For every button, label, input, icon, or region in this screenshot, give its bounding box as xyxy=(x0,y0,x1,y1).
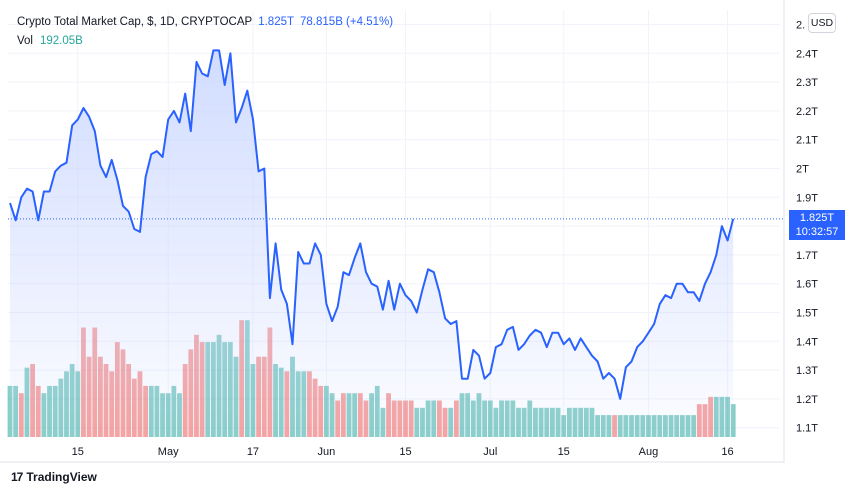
y-tick-label: 2. xyxy=(796,20,805,32)
price-series-line xyxy=(9,49,735,400)
x-tick-label: May xyxy=(158,446,179,458)
tradingview-brand[interactable]: 17 TradingView xyxy=(11,470,97,484)
price-area xyxy=(10,50,734,438)
x-tick-label: Aug xyxy=(639,446,659,458)
volume-label[interactable]: Vol xyxy=(17,35,33,47)
y-tick-label: 2.3T xyxy=(796,77,818,89)
price-tag-value: 1.825T xyxy=(799,212,835,224)
y-tick-label: 1.5T xyxy=(796,308,818,320)
last-price: 1.825T xyxy=(258,16,295,28)
price-axis[interactable]: 2.2.4T2.3T2.2T2.1T2T1.9T1.8T1.7T1.6T1.5T… xyxy=(783,0,818,463)
y-tick-label: 1.6T xyxy=(796,279,818,291)
currency-button[interactable]: USD xyxy=(808,13,836,33)
y-tick-label: 1.7T xyxy=(796,250,818,262)
x-tick-label: 15 xyxy=(72,446,84,458)
price-line xyxy=(8,49,784,400)
y-tick-label: 2T xyxy=(796,164,809,176)
price-area-fill xyxy=(10,50,734,438)
last-price-tag: 1.825T 10:32:57 xyxy=(789,210,845,240)
symbol-label[interactable]: Crypto Total Market Cap, $, 1D, CRYPTOCA… xyxy=(17,16,253,28)
tradingview-logo-icon: 17 xyxy=(11,470,23,484)
y-tick-label: 2.1T xyxy=(796,135,818,147)
x-tick-label: 17 xyxy=(247,446,259,458)
x-tick-label: 15 xyxy=(399,446,411,458)
brand-name: TradingView xyxy=(26,470,97,484)
legend-volume-line: Vol 192.05B xyxy=(17,35,83,47)
y-tick-label: 2.4T xyxy=(796,48,818,60)
price-change: 78.815B (+4.51%) xyxy=(300,16,394,28)
price-tag-countdown: 10:32:57 xyxy=(795,226,839,238)
x-tick-label: Jul xyxy=(483,446,497,458)
volume-value: 192.05B xyxy=(40,35,83,47)
x-tick-label: Jun xyxy=(318,446,336,458)
y-tick-label: 1.4T xyxy=(796,336,818,348)
y-tick-label: 2.2T xyxy=(796,106,818,118)
y-tick-label: 1.1T xyxy=(796,423,818,435)
x-tick-label: 15 xyxy=(558,446,570,458)
y-tick-label: 1.3T xyxy=(796,365,818,377)
x-tick-label: 16 xyxy=(721,446,733,458)
legend-symbol-line: Crypto Total Market Cap, $, 1D, CRYPTOCA… xyxy=(17,16,393,28)
time-axis[interactable]: 15 May 17 Jun 15 Jul 15 Aug 16 xyxy=(0,446,784,463)
y-tick-label: 1.2T xyxy=(796,394,818,406)
y-tick-label: 1.9T xyxy=(796,192,818,204)
